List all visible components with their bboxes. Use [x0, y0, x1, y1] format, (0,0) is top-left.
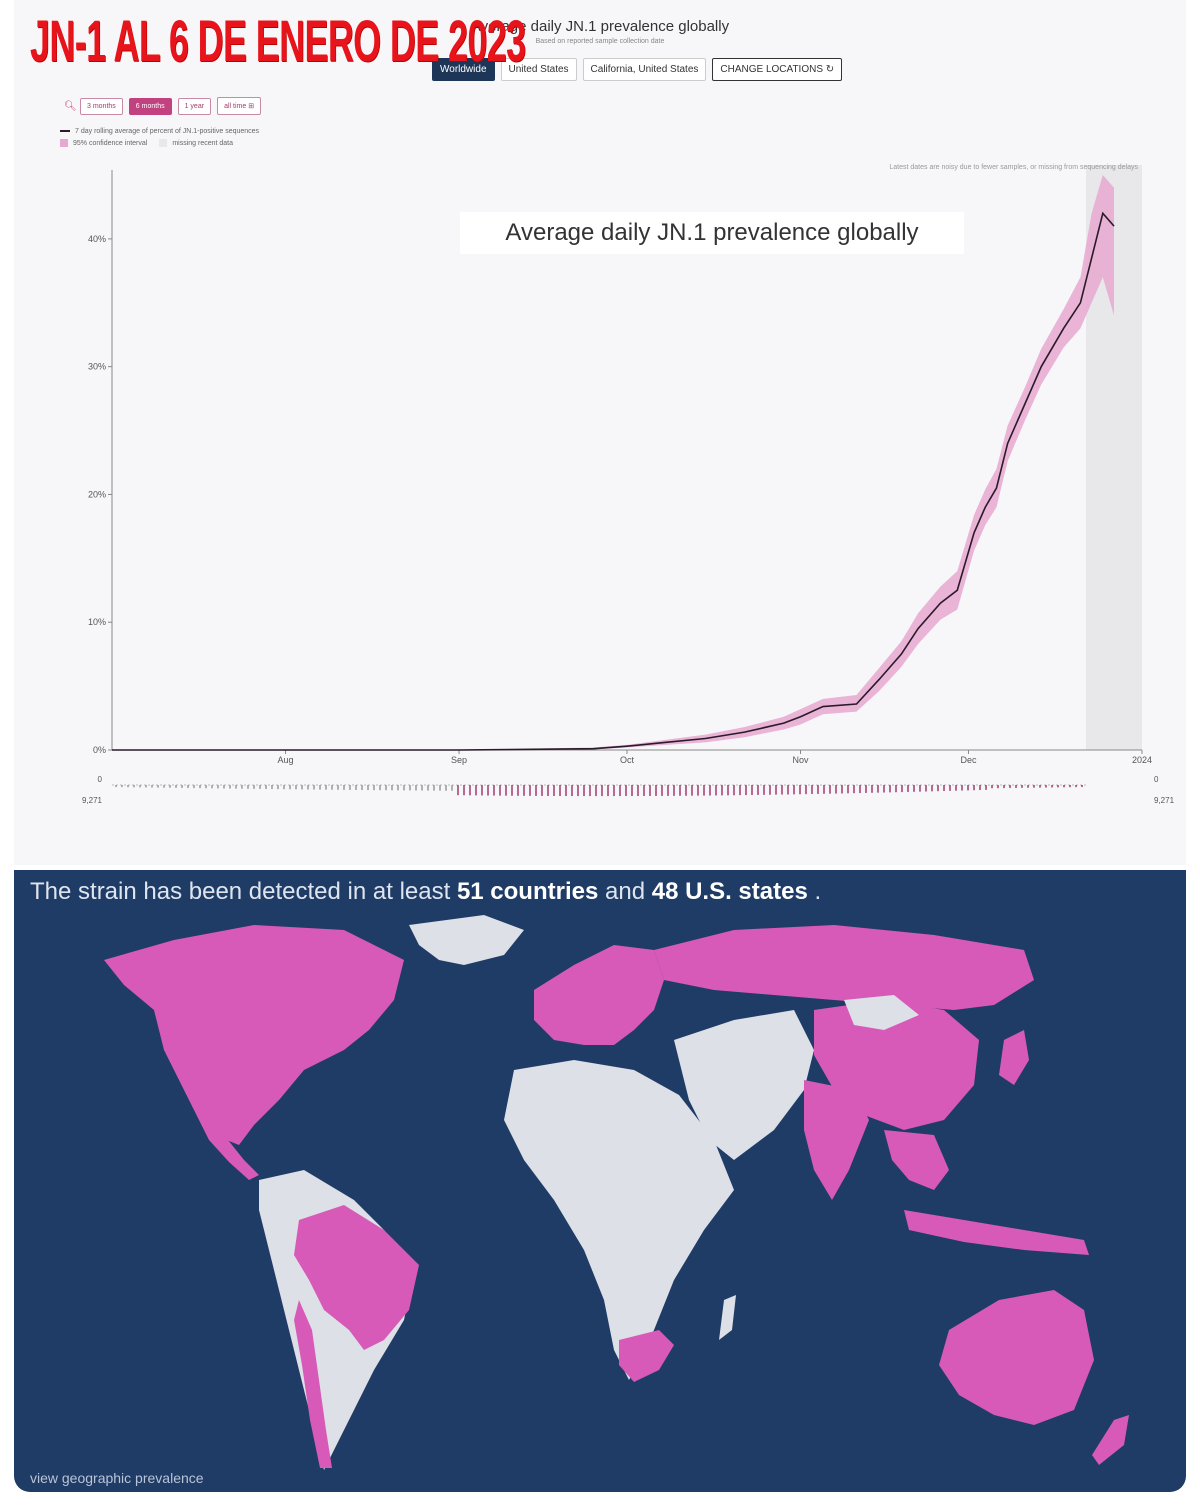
- region-brazil: [294, 1205, 419, 1350]
- legend-ci-entry: 95% confidence interval missing recent da…: [60, 138, 259, 150]
- region-chile: [294, 1300, 332, 1468]
- region-australia: [939, 1290, 1094, 1425]
- region-middle-east: [674, 1010, 814, 1160]
- range-all-time-label: all time: [224, 103, 247, 110]
- location-buttons: Worldwide United States California, Unit…: [432, 58, 843, 81]
- legend-missing-label: missing recent data: [172, 140, 234, 147]
- change-locations-button[interactable]: CHANGE LOCATIONS ↻: [712, 58, 843, 81]
- region-greenland: [409, 915, 524, 965]
- time-range-buttons: 🔍︎ 3 months 6 months 1 year all time ⊞: [64, 97, 262, 115]
- region-new-zealand: [1092, 1415, 1129, 1465]
- y-tick-label: 0%: [93, 745, 106, 755]
- chart-title: Average daily JN.1 prevalence globally: [470, 18, 730, 35]
- location-united-states-button[interactable]: United States: [500, 58, 577, 81]
- map-heading-part-1: The strain has been detected in at least: [30, 878, 457, 905]
- inset-chart-title: Average daily JN.1 prevalence globally: [460, 212, 964, 254]
- region-madagascar: [719, 1295, 736, 1340]
- y-tick-label: 20%: [88, 489, 106, 499]
- confidence-band: [112, 175, 1115, 750]
- legend-line-swatch: [60, 130, 70, 133]
- latest-dates-annotation: Latest dates are noisy due to fewer samp…: [889, 164, 1138, 171]
- x-tick-label: Oct: [620, 755, 635, 765]
- overlay-title: JN-1 AL 6 DE ENERO DE 2023: [30, 9, 526, 74]
- region-central-america: [194, 1110, 259, 1180]
- range-3-months-button[interactable]: 3 months: [80, 97, 123, 115]
- region-mongolia: [844, 995, 919, 1030]
- legend-line-entry: 7 day rolling average of percent of JN.1…: [60, 126, 259, 138]
- x-tick-label: Sep: [451, 755, 467, 765]
- sequence-count-label: 0: [1154, 775, 1159, 784]
- zoom-icon[interactable]: 🔍︎: [64, 101, 77, 112]
- legend-ci-swatch: [60, 139, 68, 148]
- sequence-count-label: 0: [98, 775, 103, 784]
- sequence-count-label: 9,271: [1154, 796, 1175, 805]
- map-heading: The strain has been detected in at least…: [30, 878, 821, 906]
- change-locations-label: CHANGE LOCATIONS: [720, 64, 823, 75]
- sequence-count-label: 9,271: [82, 796, 103, 805]
- region-north-america: [104, 925, 404, 1145]
- map-heading-part-3: .: [807, 878, 822, 905]
- legend-ci-label: 95% confidence interval: [73, 140, 148, 147]
- x-tick-label: Aug: [278, 755, 294, 765]
- chart-legend: 7 day rolling average of percent of JN.1…: [60, 126, 259, 150]
- range-all-time-button[interactable]: all time ⊞: [217, 97, 262, 115]
- region-south-africa: [619, 1330, 674, 1382]
- view-geographic-prevalence-link[interactable]: view geographic prevalence: [30, 1470, 204, 1486]
- y-tick-label: 30%: [88, 362, 106, 372]
- expand-icon: ⊞: [248, 103, 255, 110]
- location-california-button[interactable]: California, United States: [582, 58, 707, 81]
- region-southeast-asia: [884, 1130, 949, 1190]
- region-russia: [654, 925, 1034, 1010]
- y-tick-label: 40%: [88, 234, 106, 244]
- location-worldwide-button[interactable]: Worldwide: [432, 58, 495, 81]
- prevalence-line: [112, 211, 1115, 751]
- map-heading-part-2: and: [598, 878, 652, 905]
- region-europe: [534, 945, 664, 1045]
- refresh-icon: ↻: [825, 64, 835, 75]
- legend-missing-swatch: [159, 139, 168, 148]
- map-panel: The strain has been detected in at least…: [14, 870, 1186, 1492]
- chart-subtitle: Based on reported sample collection date: [535, 38, 665, 45]
- y-tick-label: 10%: [88, 617, 106, 627]
- x-tick-label: 2024: [1132, 755, 1152, 765]
- range-6-months-button[interactable]: 6 months: [128, 97, 172, 115]
- legend-line-label: 7 day rolling average of percent of JN.1…: [75, 128, 260, 135]
- map-heading-countries: 51 countries: [456, 878, 599, 905]
- x-tick-label: Nov: [793, 755, 810, 765]
- chart-panel: Average daily JN.1 prevalence globally B…: [14, 0, 1186, 865]
- map-heading-states: 48 U.S. states: [651, 878, 808, 905]
- range-1-year-button[interactable]: 1 year: [177, 97, 212, 115]
- region-indonesia: [904, 1210, 1089, 1255]
- world-map: [104, 915, 1129, 1470]
- region-africa: [504, 1060, 734, 1380]
- region-japan: [999, 1030, 1029, 1085]
- region-india: [804, 1080, 869, 1200]
- x-tick-label: Dec: [960, 755, 977, 765]
- prevalence-chart: 0% 10% 20% 30% 40% Aug Sep Oct Nov Dec 2024 Latest …: [82, 164, 1175, 805]
